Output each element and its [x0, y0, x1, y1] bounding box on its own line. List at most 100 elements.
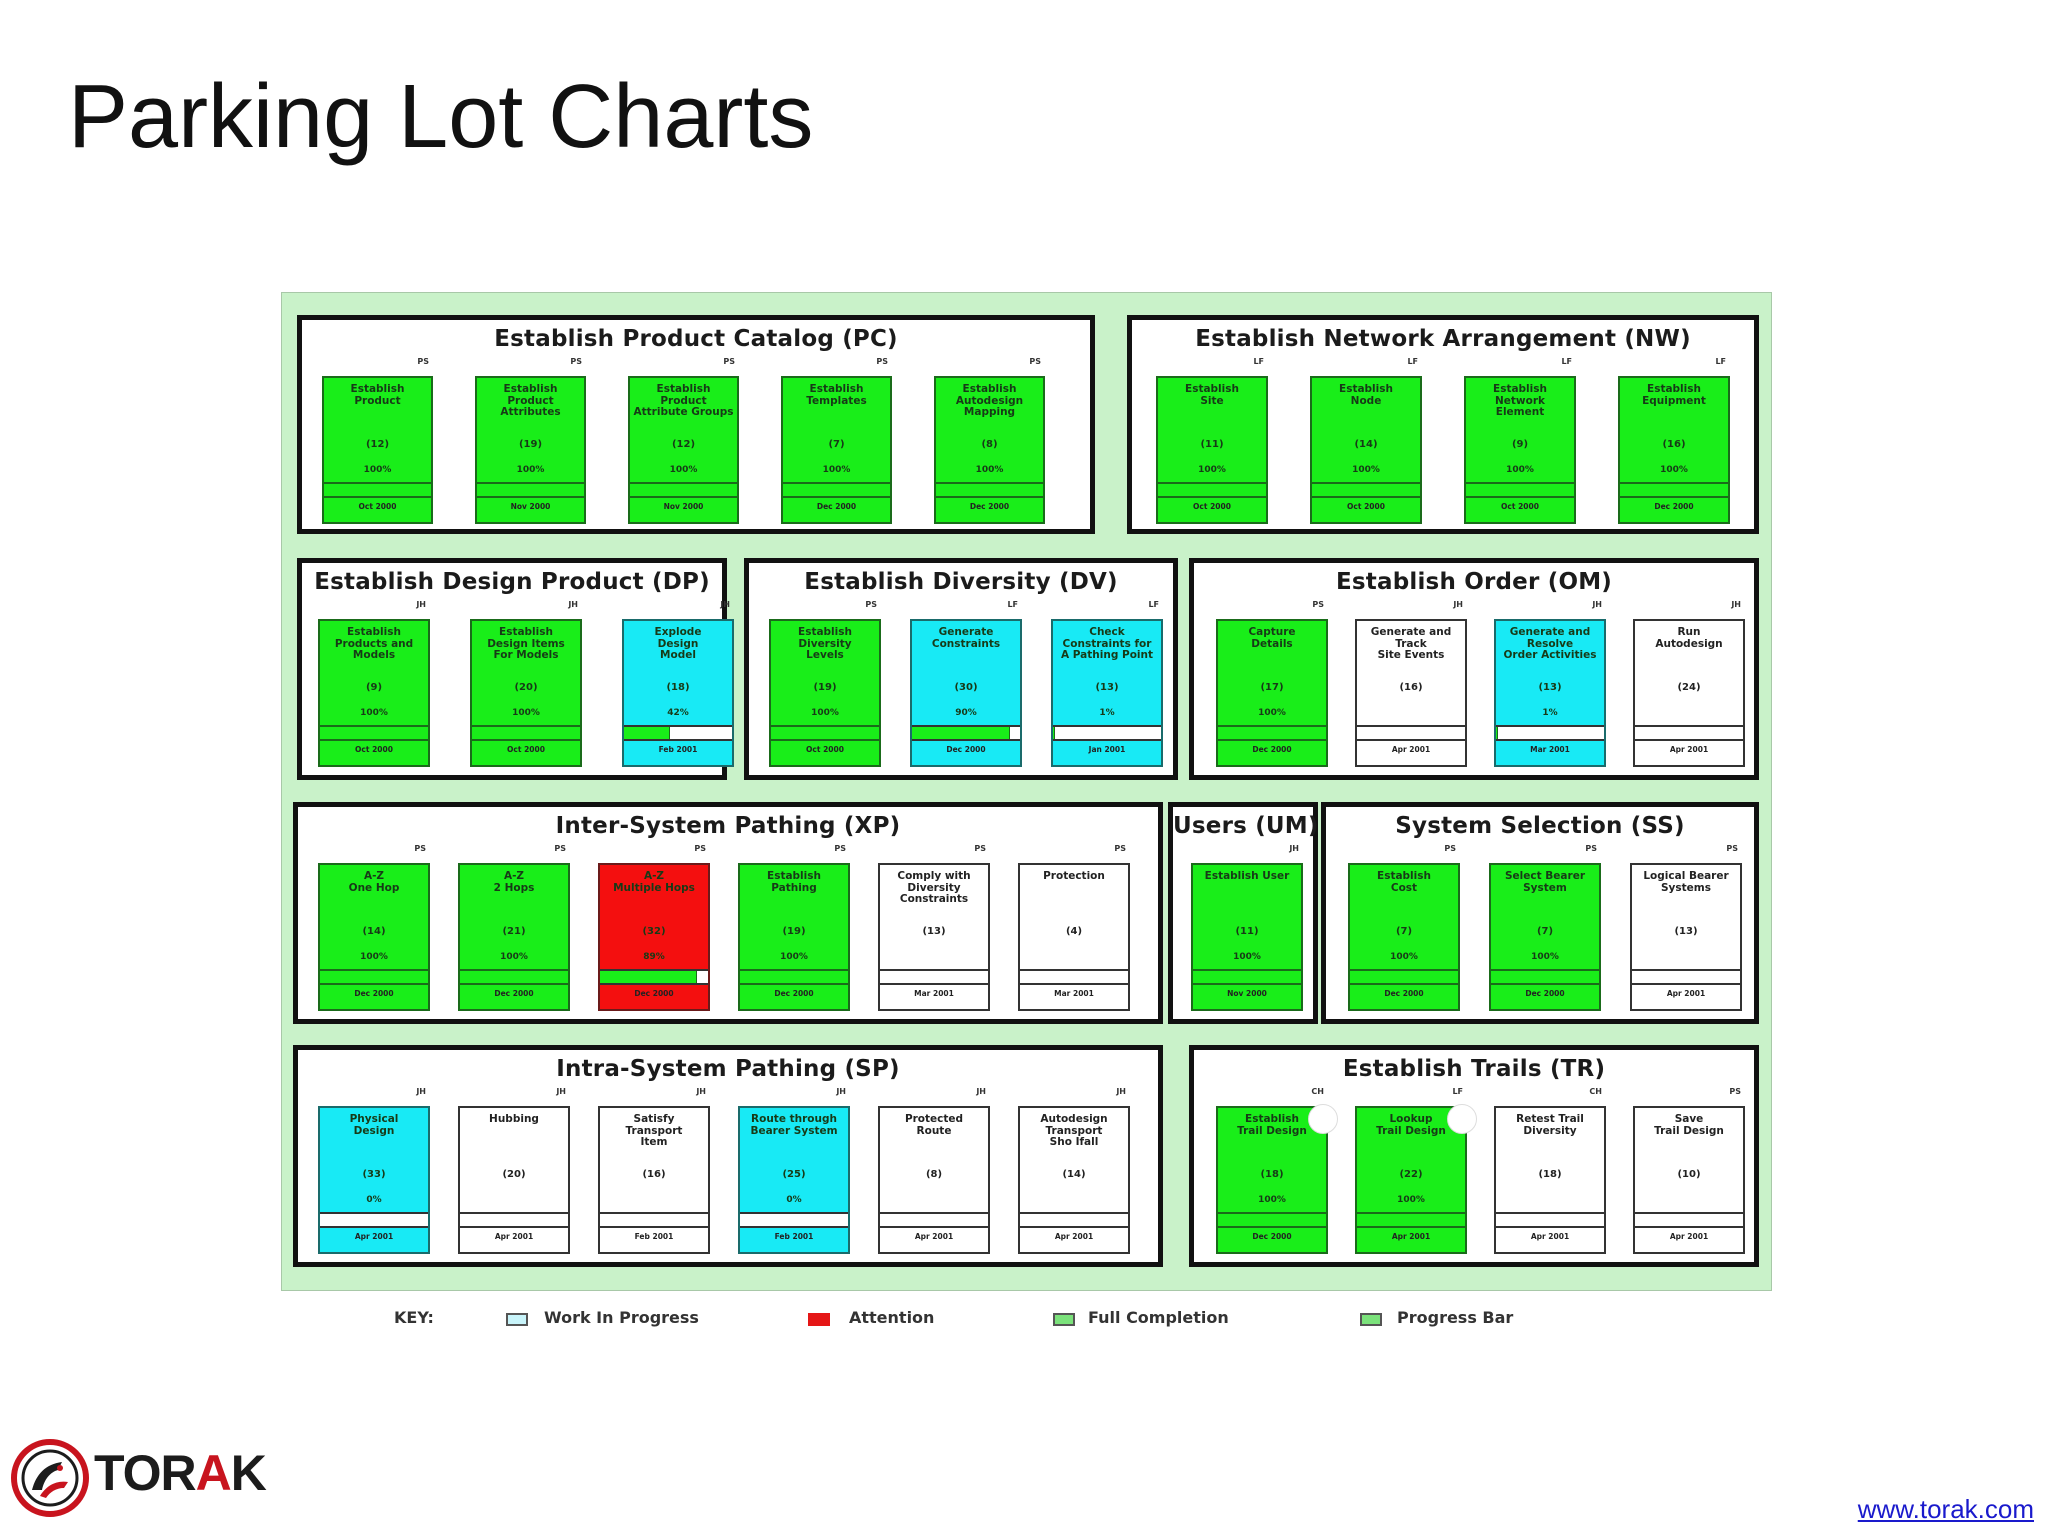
percent-complete: 1%	[1099, 708, 1115, 718]
target-date: Oct 2000	[1347, 502, 1385, 511]
progress-bar	[880, 1212, 988, 1228]
feature-set-card: JH Run Autodesign (24) Apr 2001	[1633, 600, 1745, 767]
key-item-work-in-progress: Work In Progress	[544, 1308, 699, 1327]
owner-initials: PS	[694, 844, 706, 853]
progress-bar-fill	[1053, 727, 1056, 739]
progress-bar	[912, 725, 1020, 741]
logo-text-main: TOR	[94, 1445, 197, 1501]
target-date: Apr 2001	[1530, 1232, 1570, 1241]
progress-bar	[1496, 725, 1604, 741]
owner-initials: PS	[1029, 357, 1041, 366]
marker-dot-icon	[1308, 1104, 1338, 1134]
key-item-attention: Attention	[849, 1308, 935, 1327]
owner-initials: CH	[1311, 1087, 1324, 1096]
owner-initials: JH	[976, 1087, 986, 1096]
progress-bar	[1635, 725, 1743, 741]
area-title: Inter-System Pathing (XP)	[555, 813, 901, 839]
target-date: Feb 2001	[634, 1232, 674, 1241]
owner-initials: PS	[1726, 844, 1738, 853]
owner-initials: JH	[1116, 1087, 1126, 1096]
owner-initials: PS	[1114, 844, 1126, 853]
feature-count: (14)	[362, 926, 386, 937]
feature-count: (12)	[365, 439, 390, 450]
feature-count: (7)	[1395, 926, 1413, 937]
owner-initials: LF	[1715, 357, 1726, 366]
feature-set-name: Generate and Resolve Order Activities	[1503, 626, 1597, 661]
area-title: Establish Design Product (DP)	[314, 569, 710, 595]
feature-set-card: PS Establish Autodesign Mapping (8) 100% Dec…	[934, 357, 1045, 524]
feature-count: (13)	[1095, 682, 1119, 693]
feature-set-name: A-Z 2 Hops	[493, 870, 535, 894]
progress-bar	[1158, 482, 1266, 498]
percent-complete: 100%	[1397, 1195, 1425, 1205]
feature-set-name: Run Autodesign	[1655, 626, 1723, 650]
feature-count: (16)	[642, 1169, 666, 1180]
percent-complete: 100%	[811, 708, 839, 718]
area-title: System Selection (SS)	[1395, 813, 1685, 839]
progress-bar	[600, 1212, 708, 1228]
feature-count: (18)	[1538, 1169, 1562, 1180]
feature-set-card: LF Generate Constraints (30) 90% Dec 2000	[910, 600, 1022, 767]
percent-complete: 100%	[780, 952, 808, 962]
owner-initials: JH	[1289, 844, 1299, 853]
area-inter-system-pathing-xp: Inter-System Pathing (XP) PS A-Z One Hop (1…	[293, 802, 1163, 1024]
progress-bar	[320, 1212, 428, 1228]
progress-bar	[1312, 482, 1420, 498]
area-establish-network-arrangement-nw: Establish Network Arrangement (NW) LF Esta…	[1127, 315, 1759, 534]
feature-count: (32)	[642, 926, 666, 937]
progress-bar	[1635, 1212, 1743, 1228]
feature-set-card: PS Capture Details (17) 100% Dec 2000	[1216, 600, 1328, 767]
feature-count: (17)	[1260, 682, 1284, 693]
feature-set-name: Retest Trail Diversity	[1516, 1113, 1584, 1137]
target-date: Dec 2000	[1252, 745, 1292, 754]
percent-complete: 100%	[1233, 952, 1261, 962]
feature-count: (20)	[514, 682, 538, 693]
feature-set-name: Establish User	[1204, 870, 1290, 882]
percent-complete: 42%	[667, 708, 689, 718]
area-title: Establish Trails (TR)	[1342, 1056, 1606, 1082]
progress-bar	[630, 482, 737, 498]
feature-set-name: Establish Templates	[806, 383, 867, 407]
target-date: Apr 2001	[1666, 989, 1706, 998]
percent-complete: 100%	[512, 708, 540, 718]
parking-lot-board: Establish Product Catalog (PC) PS Establis…	[281, 292, 1772, 1291]
target-date: Apr 2001	[354, 1232, 394, 1241]
feature-count: (13)	[1674, 926, 1698, 937]
progress-bar	[771, 725, 879, 741]
feature-set-card: PS Establish Templates (7) 100% Dec 2000	[781, 357, 892, 524]
feature-count: (8)	[981, 439, 998, 450]
target-date: Apr 2001	[1669, 1232, 1709, 1241]
feature-set-card: PS Save Trail Design (10) Apr 2001	[1633, 1087, 1745, 1254]
progress-bar	[1632, 969, 1740, 985]
feature-set-name: Establish Product	[350, 383, 405, 407]
target-date: Dec 2000	[969, 502, 1010, 511]
progress-bar	[740, 1212, 848, 1228]
feature-count: (11)	[1235, 926, 1259, 937]
feature-set-name: Establish Network Element	[1493, 383, 1547, 418]
progress-bar	[1020, 969, 1128, 985]
feature-count: (19)	[518, 439, 543, 450]
feature-count: (4)	[1065, 926, 1083, 937]
owner-initials: PS	[723, 357, 735, 366]
feature-set-card: JH Establish Products and Models (9) 100% Oc…	[318, 600, 430, 767]
progress-bar	[1193, 969, 1301, 985]
feature-set-name: Comply with Diversity Constraints	[897, 870, 971, 905]
progress-bar	[1496, 1212, 1604, 1228]
percent-complete: 1%	[1542, 708, 1558, 718]
website-link[interactable]: www.torak.com	[1857, 1494, 2034, 1524]
area-users-um: Users (UM) JH Establish User (11) 100% Nov 20…	[1168, 802, 1318, 1024]
feature-set-name: Protected Route	[904, 1113, 964, 1137]
owner-initials: JH	[836, 1087, 846, 1096]
feature-count: (9)	[365, 682, 383, 693]
feature-set-card: LF Establish Site (11) 100% Oct 2000	[1156, 357, 1268, 524]
feature-set-name: A-Z Multiple Hops	[613, 870, 695, 894]
target-date: Mar 2001	[1054, 989, 1094, 998]
target-date: Mar 2001	[914, 989, 954, 998]
feature-count: (25)	[782, 1169, 806, 1180]
area-establish-product-catalog-pc: Establish Product Catalog (PC) PS Establis…	[297, 315, 1095, 534]
feature-count: (20)	[502, 1169, 526, 1180]
feature-set-card: CH Retest Trail Diversity (18) Apr 2001	[1494, 1087, 1606, 1254]
feature-set-name: A-Z One Hop	[348, 870, 400, 894]
target-date: Apr 2001	[1669, 745, 1709, 754]
target-date: Oct 2000	[1193, 502, 1231, 511]
